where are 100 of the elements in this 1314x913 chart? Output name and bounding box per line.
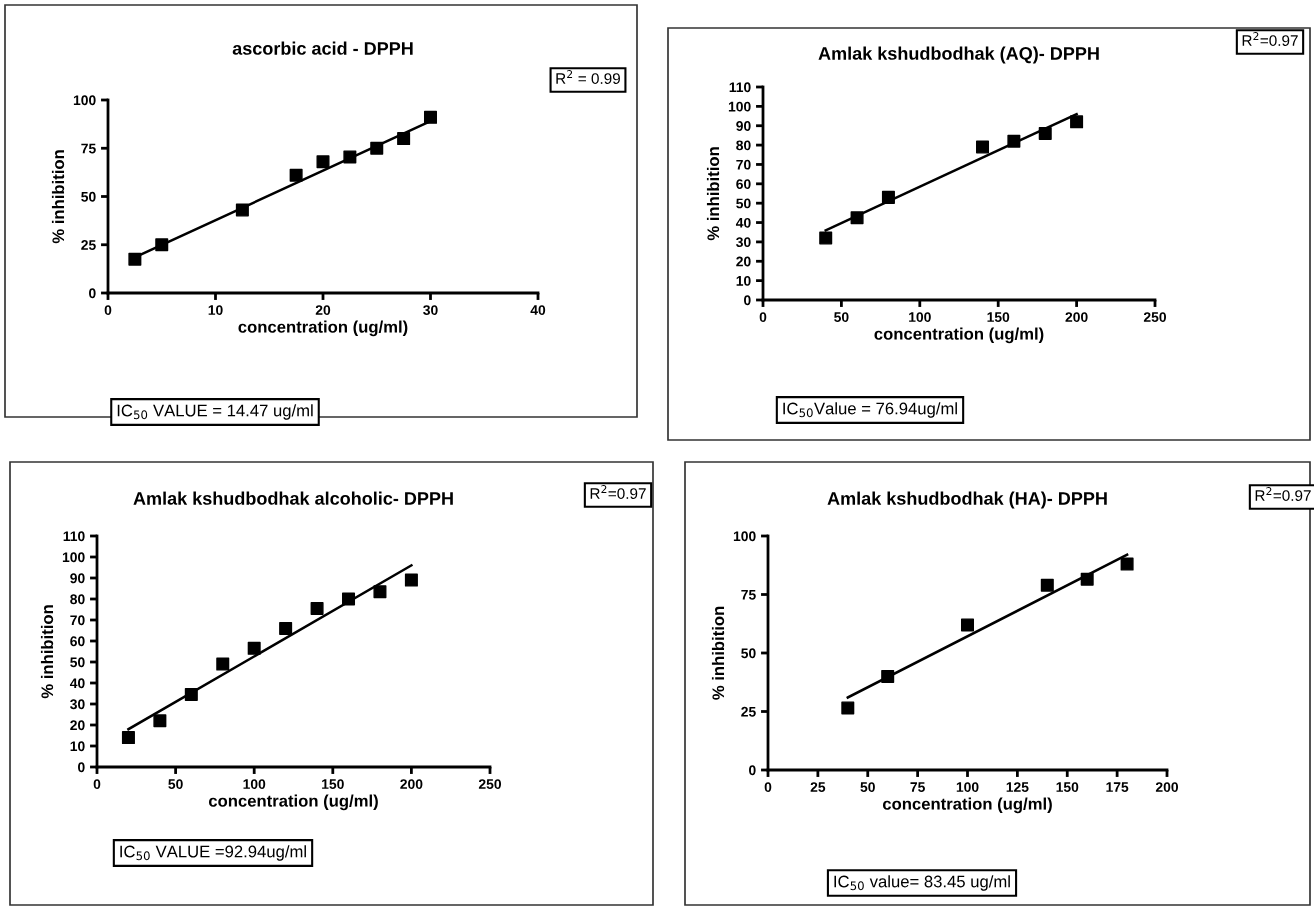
x-tick-label: 0 <box>104 305 112 316</box>
point <box>342 592 356 606</box>
point <box>404 573 418 587</box>
x-tick-label: 50 <box>168 779 183 790</box>
point <box>881 190 895 204</box>
chart-title: Amlak kshudbodhak (AQ)- DPPH <box>818 46 1099 64</box>
point <box>1007 134 1021 148</box>
y-tick-label: 30 <box>736 237 751 248</box>
x-tick-label: 10 <box>208 305 223 316</box>
point <box>279 621 293 635</box>
y-tick-label: 0 <box>744 295 751 306</box>
y-tick-label: 50 <box>741 648 756 659</box>
x-tick-label: 0 <box>759 312 767 323</box>
point <box>397 132 411 146</box>
x-tick-label: 200 <box>1155 782 1179 793</box>
x-tick-label: 25 <box>810 782 826 793</box>
x-tick-label: 40 <box>530 305 546 316</box>
x-axis-title: concentration (ug/ml) <box>882 797 1052 814</box>
point <box>155 238 169 252</box>
text: IC$_{50}$ VALUE =92.94ug/ml <box>120 845 306 861</box>
y-tick-label: 100 <box>733 531 756 542</box>
y-tick-label: 10 <box>736 275 751 286</box>
point <box>1070 115 1084 129</box>
y-tick-label: 100 <box>728 101 751 112</box>
x-tick-label: 150 <box>1056 782 1079 793</box>
y-tick-label: 20 <box>736 256 751 267</box>
x-tick-label: 50 <box>860 782 875 793</box>
y-tick-label: 25 <box>81 240 96 250</box>
y-tick-label: 50 <box>70 657 85 668</box>
text: R$^{2}$ = 0.99 <box>556 70 620 84</box>
y-tick-label: 40 <box>69 678 85 689</box>
y-tick-label: 0 <box>78 762 85 773</box>
y-tick-label: 110 <box>63 531 85 542</box>
y-tick-label: 40 <box>735 217 751 228</box>
chart-title: Amlak kshudbodhak alcoholic- DPPH <box>133 491 453 505</box>
x-tick-label: 30 <box>423 305 438 316</box>
point <box>235 203 249 217</box>
y-tick-label: 30 <box>70 699 85 710</box>
text: IC$_{50}$ VALUE = 14.47 ug/ml <box>117 404 313 420</box>
point <box>423 110 438 124</box>
y-tick-label: 75 <box>741 589 756 600</box>
y-axis-title: % inhibition <box>711 606 725 700</box>
y-tick-label: 70 <box>736 159 751 170</box>
chart-title: ascorbic acid - DPPH <box>232 41 413 55</box>
x-tick-label: 250 <box>478 779 502 790</box>
point <box>1080 572 1094 586</box>
point <box>316 155 330 169</box>
y-tick-label: 50 <box>736 198 751 209</box>
x-tick-label: 250 <box>1143 312 1167 323</box>
x-tick-label: 100 <box>243 779 266 790</box>
point <box>373 585 387 599</box>
point <box>289 168 303 182</box>
text: R$^{2}$=0.97 <box>1255 487 1311 501</box>
point <box>216 657 230 671</box>
y-tick-label: 90 <box>70 573 85 584</box>
text: IC$_{50}$ value= 83.45 ug/ml <box>834 875 1010 891</box>
y-axis-title: % inhibition <box>51 150 65 244</box>
x-tick-label: 20 <box>315 305 331 316</box>
x-tick-label: 200 <box>1065 312 1088 323</box>
text: R$^{2}$=0.97 <box>1242 32 1298 46</box>
y-tick-label: 50 <box>81 191 96 202</box>
x-axis-title: concentration (ug/ml) <box>238 320 408 337</box>
y-tick-label: 10 <box>70 741 85 752</box>
x-axis-title: concentration (ug/ml) <box>874 327 1044 344</box>
y-tick-label: 70 <box>70 615 85 626</box>
point <box>153 714 167 728</box>
chart-title: Amlak kshudbodhak (HA)- DPPH <box>827 491 1107 509</box>
y-tick-label: 90 <box>736 121 751 131</box>
text: R$^{2}$=0.97 <box>590 485 646 499</box>
point <box>1038 126 1052 140</box>
point <box>184 688 198 702</box>
y-tick-label: 0 <box>89 288 96 299</box>
x-tick-label: 150 <box>322 779 344 790</box>
point <box>850 211 864 225</box>
x-tick-label: 100 <box>956 782 979 793</box>
x-tick-label: 175 <box>1106 782 1129 793</box>
point <box>841 701 855 715</box>
point <box>310 601 324 615</box>
point <box>1120 557 1134 571</box>
x-tick-label: 75 <box>910 782 925 793</box>
x-tick-label: 125 <box>1006 782 1029 793</box>
y-tick-label: 60 <box>736 179 751 189</box>
point <box>128 252 142 266</box>
x-tick-label: 150 <box>987 312 1010 323</box>
x-axis-title: concentration (ug/ml) <box>208 794 378 811</box>
x-tick-label: 200 <box>400 779 423 790</box>
point <box>976 140 990 154</box>
y-axis-title: % inhibition <box>706 147 720 241</box>
point <box>960 618 975 632</box>
point <box>121 731 135 745</box>
y-tick-label: 80 <box>736 140 751 151</box>
x-tick-label: 100 <box>909 312 931 323</box>
point <box>247 641 261 655</box>
point <box>881 669 895 683</box>
y-tick-label: 80 <box>70 594 85 605</box>
point <box>370 141 384 155</box>
y-tick-label: 25 <box>741 706 756 717</box>
point <box>1040 578 1054 592</box>
y-axis-title: % inhibition <box>40 605 54 699</box>
point <box>343 150 357 164</box>
